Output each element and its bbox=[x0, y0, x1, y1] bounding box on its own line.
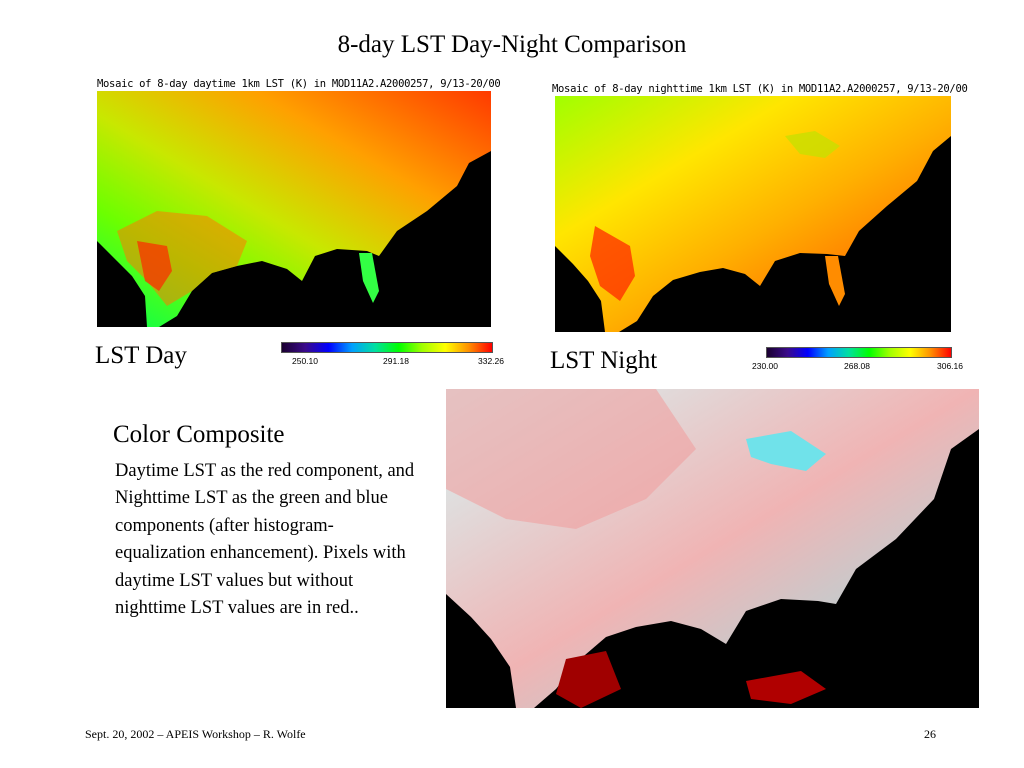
day-hot-region bbox=[137, 241, 172, 291]
day-peninsula bbox=[359, 253, 379, 303]
color-composite-map bbox=[446, 389, 979, 708]
composite-description: Daytime LST as the red component, and Ni… bbox=[115, 461, 415, 619]
night-label: LST Night bbox=[550, 347, 658, 374]
night-peninsula bbox=[825, 256, 845, 306]
day-colorbar-min: 250.10 bbox=[292, 356, 318, 366]
night-lst-map bbox=[555, 96, 951, 332]
night-colorbar-mid: 268.08 bbox=[844, 361, 870, 371]
composite-pink-region bbox=[446, 389, 696, 529]
composite-red-region bbox=[746, 671, 826, 704]
night-colorbar-min: 230.00 bbox=[752, 361, 778, 371]
night-hot-region bbox=[590, 226, 635, 301]
day-lst-map bbox=[97, 91, 491, 327]
night-great-lakes bbox=[785, 131, 840, 158]
day-colorbar bbox=[281, 342, 493, 353]
composite-great-lakes bbox=[746, 431, 826, 471]
day-label: LST Day bbox=[95, 342, 187, 369]
day-map-caption: Mosaic of 8-day daytime 1km LST (K) in M… bbox=[97, 78, 501, 90]
composite-heading: Color Composite bbox=[113, 421, 285, 448]
slide-title: 8-day LST Day-Night Comparison bbox=[337, 31, 687, 58]
footer-text: Sept. 20, 2002 – APEIS Workshop – R. Wol… bbox=[85, 727, 306, 741]
night-colorbar bbox=[766, 347, 952, 358]
night-land-area bbox=[555, 96, 951, 332]
night-map-caption: Mosaic of 8-day nighttime 1km LST (K) in… bbox=[552, 83, 968, 95]
composite-red-mexico bbox=[556, 651, 621, 708]
day-colorbar-mid: 291.18 bbox=[383, 356, 409, 366]
page-number: 26 bbox=[924, 727, 936, 741]
day-colorbar-max: 332.26 bbox=[478, 356, 504, 366]
night-colorbar-max: 306.16 bbox=[937, 361, 963, 371]
